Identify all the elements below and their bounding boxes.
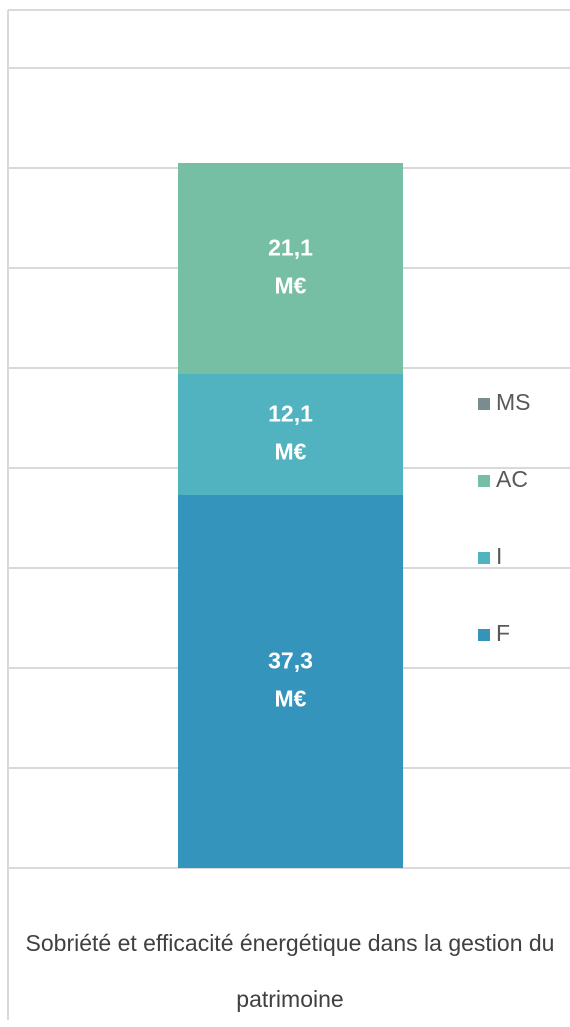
data-label-line: 12,1 <box>268 401 313 427</box>
data-label-line: M€ <box>275 439 307 465</box>
legend-swatch <box>478 475 490 487</box>
legend-swatch <box>478 629 490 641</box>
data-label-line: 21,1 <box>268 235 313 261</box>
legend-label: AC <box>496 466 528 492</box>
data-label: 21,1 M€ <box>268 235 313 299</box>
legend-label: MS <box>496 389 531 415</box>
legend-label: I <box>496 543 502 569</box>
bar-segment <box>178 495 403 868</box>
legend-swatch <box>478 552 490 564</box>
data-label-line: M€ <box>275 273 307 299</box>
data-label-line: M€ <box>275 686 307 712</box>
bar-segment <box>178 374 403 495</box>
legend-label: F <box>496 620 510 646</box>
legend-swatch <box>478 398 490 410</box>
x-category-label: Sobriété et efficacité énergétique dans … <box>25 930 555 1012</box>
data-label: 37,3 M€ <box>268 648 313 712</box>
data-label-line: 37,3 <box>268 648 313 674</box>
data-label: 12,1 M€ <box>268 401 313 465</box>
bar-segment <box>178 163 403 374</box>
